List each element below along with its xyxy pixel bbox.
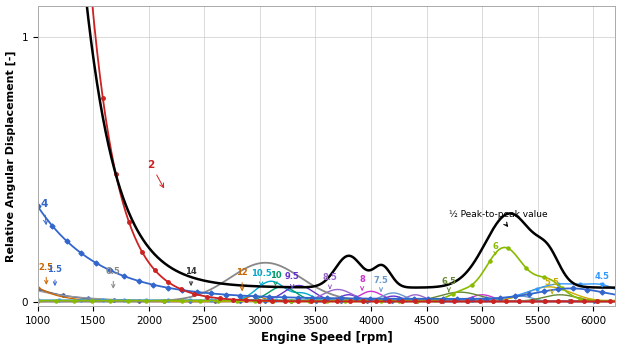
Text: 5.5: 5.5	[545, 278, 560, 293]
Text: 8: 8	[360, 275, 365, 290]
Text: 12: 12	[236, 268, 248, 290]
Y-axis label: Relative Angular Displacement [-]: Relative Angular Displacement [-]	[6, 50, 16, 261]
Text: ½ Peak-to-peak value: ½ Peak-to-peak value	[450, 210, 548, 226]
X-axis label: Engine Speed [rpm]: Engine Speed [rpm]	[261, 331, 392, 344]
Text: 10.5: 10.5	[251, 270, 271, 285]
Text: 6.5: 6.5	[442, 277, 456, 292]
Text: 4.5: 4.5	[595, 272, 610, 287]
Text: 14: 14	[185, 267, 197, 285]
Text: 10: 10	[270, 271, 281, 286]
Text: 9.5: 9.5	[284, 272, 299, 288]
Text: 2.5: 2.5	[39, 263, 53, 284]
Text: 8.5: 8.5	[322, 273, 337, 288]
Text: 7.5: 7.5	[374, 276, 389, 291]
Text: 4: 4	[40, 199, 48, 224]
Text: 6: 6	[492, 241, 499, 255]
Text: 1.5: 1.5	[47, 265, 63, 285]
Text: 2: 2	[147, 160, 163, 188]
Text: 0.5: 0.5	[106, 267, 120, 288]
